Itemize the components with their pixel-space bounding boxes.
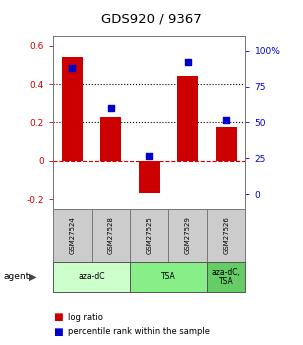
Text: percentile rank within the sample: percentile rank within the sample	[68, 327, 210, 336]
Text: GDS920 / 9367: GDS920 / 9367	[101, 12, 202, 25]
Bar	[53, 209, 92, 262]
Text: ■: ■	[53, 327, 63, 337]
Text: ▶: ▶	[29, 272, 36, 282]
Point	[108, 105, 113, 111]
Text: log ratio: log ratio	[68, 313, 103, 322]
Bar	[139, 161, 160, 194]
Bar	[168, 209, 207, 262]
Bar	[216, 127, 237, 161]
Text: GSM27524: GSM27524	[69, 217, 75, 254]
Point	[147, 153, 152, 158]
Text: GSM27528: GSM27528	[108, 217, 114, 254]
Bar	[207, 209, 245, 262]
Bar	[177, 77, 198, 161]
Bar	[100, 117, 121, 161]
Text: agent: agent	[3, 272, 29, 282]
Text: TSA: TSA	[161, 272, 176, 282]
Bar	[62, 57, 83, 161]
Bar	[130, 209, 168, 262]
Bar	[207, 262, 245, 292]
Point	[70, 65, 75, 71]
Text: GSM27526: GSM27526	[223, 217, 229, 254]
Bar	[53, 262, 130, 292]
Text: GSM27525: GSM27525	[146, 217, 152, 254]
Point	[185, 59, 190, 65]
Point	[224, 117, 229, 122]
Text: ■: ■	[53, 313, 63, 322]
Text: aza-dC: aza-dC	[78, 272, 105, 282]
Text: GSM27529: GSM27529	[185, 217, 191, 254]
Bar	[130, 262, 207, 292]
Bar	[92, 209, 130, 262]
Text: aza-dC,
TSA: aza-dC, TSA	[212, 267, 241, 286]
